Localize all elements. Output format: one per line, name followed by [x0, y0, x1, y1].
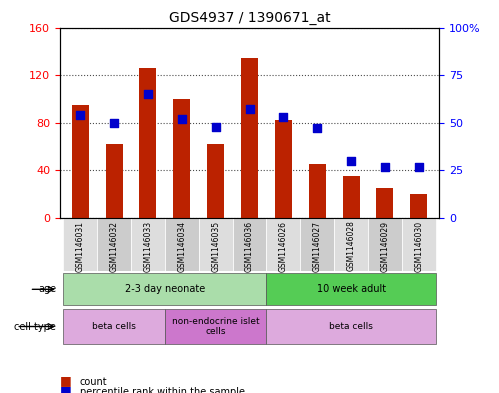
Text: 10 week adult: 10 week adult [316, 284, 386, 294]
Text: beta cells: beta cells [92, 322, 136, 331]
Point [313, 125, 321, 132]
Text: beta cells: beta cells [329, 322, 373, 331]
Point [110, 119, 118, 126]
FancyBboxPatch shape [63, 273, 266, 305]
FancyBboxPatch shape [233, 218, 266, 272]
Text: GSM1146026: GSM1146026 [279, 220, 288, 272]
FancyBboxPatch shape [165, 309, 266, 344]
FancyBboxPatch shape [334, 218, 368, 272]
Text: GSM1146035: GSM1146035 [211, 220, 220, 272]
Text: GSM1146034: GSM1146034 [177, 220, 186, 272]
Text: percentile rank within the sample: percentile rank within the sample [80, 387, 245, 393]
FancyBboxPatch shape [402, 218, 436, 272]
Text: age: age [38, 284, 56, 294]
Bar [275, 120, 292, 218]
Text: GSM1146032: GSM1146032 [110, 220, 119, 272]
Text: GSM1146028: GSM1146028 [347, 220, 356, 272]
Bar [72, 105, 89, 218]
FancyBboxPatch shape [266, 218, 300, 272]
Text: GSM1146036: GSM1146036 [245, 220, 254, 272]
Bar [343, 176, 360, 218]
Text: ■: ■ [60, 384, 72, 393]
FancyBboxPatch shape [165, 218, 199, 272]
Bar [106, 144, 123, 218]
FancyBboxPatch shape [368, 218, 402, 272]
Title: GDS4937 / 1390671_at: GDS4937 / 1390671_at [169, 11, 330, 25]
Point [347, 158, 355, 164]
FancyBboxPatch shape [300, 218, 334, 272]
Text: ■: ■ [60, 374, 72, 387]
Point [279, 114, 287, 120]
FancyBboxPatch shape [266, 309, 436, 344]
Text: GSM1146030: GSM1146030 [414, 220, 423, 272]
Point [212, 123, 220, 130]
Text: cell type: cell type [14, 321, 56, 332]
Text: GSM1146033: GSM1146033 [143, 220, 152, 272]
FancyBboxPatch shape [266, 273, 436, 305]
Text: GSM1146031: GSM1146031 [76, 220, 85, 272]
FancyBboxPatch shape [199, 218, 233, 272]
Bar [376, 188, 393, 218]
Bar [139, 68, 156, 218]
Point [178, 116, 186, 122]
FancyBboxPatch shape [63, 309, 165, 344]
FancyBboxPatch shape [97, 218, 131, 272]
Text: GSM1146029: GSM1146029 [380, 220, 389, 272]
Bar [410, 194, 427, 218]
Bar [173, 99, 190, 218]
FancyBboxPatch shape [63, 218, 97, 272]
Bar [207, 144, 224, 218]
Text: 2-3 day neonate: 2-3 day neonate [125, 284, 205, 294]
Point [246, 106, 253, 112]
FancyBboxPatch shape [131, 218, 165, 272]
Bar [241, 59, 258, 218]
Point [381, 163, 389, 170]
Point [76, 112, 84, 118]
Text: non-endocrine islet
cells: non-endocrine islet cells [172, 317, 259, 336]
Text: count: count [80, 377, 107, 387]
Point [415, 163, 423, 170]
Point [144, 91, 152, 97]
Text: GSM1146027: GSM1146027 [313, 220, 322, 272]
Bar [309, 164, 326, 218]
